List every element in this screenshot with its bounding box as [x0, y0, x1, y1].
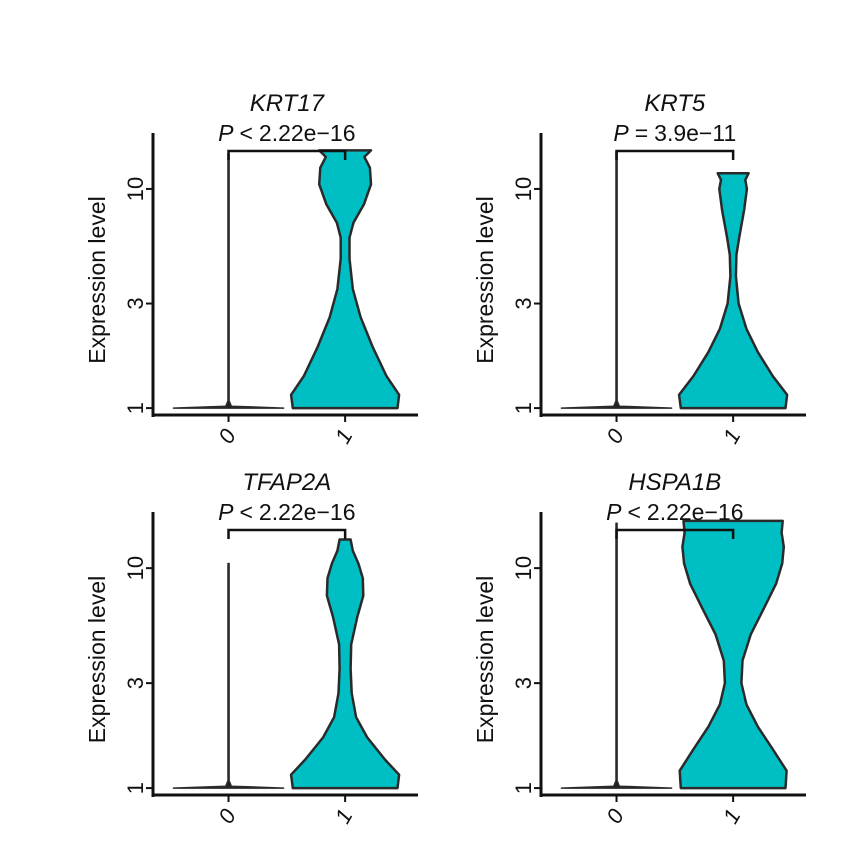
violin-group-1 [678, 519, 788, 790]
violin-group-0 [172, 562, 285, 789]
y-tick-label: 10 [511, 177, 536, 201]
violin-panel-krt5: 1 3 10 Expression level 0 1 P = 3.9e−11 KRT5 [472, 90, 806, 448]
p-value-number: 2.22e−16 [647, 499, 744, 525]
x-tick-label: 1 [718, 425, 746, 448]
y-tick-label: 10 [123, 177, 148, 201]
x-tick-label: 0 [601, 804, 629, 828]
y-tick-label: 1 [511, 782, 536, 794]
gene-title: KRT5 [644, 90, 706, 117]
gene-title: KRT17 [250, 90, 326, 117]
p-value-symbol: P [218, 120, 234, 146]
significance-bracket [615, 528, 735, 539]
p-value-symbol: P [218, 499, 234, 525]
x-tick-label: 1 [330, 805, 358, 828]
p-value-symbol: P [613, 120, 629, 146]
violin-panel-hspa1b: 1 3 10 Expression level 0 1 P <2.22e−16 HSPA1B [472, 469, 806, 828]
gene-title: TFAP2A [242, 469, 331, 496]
y-tick-label: 1 [123, 402, 148, 414]
violin-group-0 [560, 522, 673, 789]
violin-panel-krt17: 1 3 10 Expression level 0 1 P <2.22e−16 KRT17 [84, 90, 418, 448]
p-value-number: 2.22e−16 [259, 120, 356, 146]
y-tick-label: 3 [123, 297, 148, 309]
x-tick-label: 0 [601, 424, 629, 448]
y-tick-label: 3 [511, 297, 536, 309]
p-value-label: P <2.22e−16 [606, 499, 743, 525]
violin-group-0 [172, 152, 285, 409]
significance-bracket [227, 528, 347, 539]
y-axis-label: Expression level [472, 196, 498, 363]
violin-group-1 [677, 171, 789, 410]
p-value-operator: < [239, 120, 252, 146]
p-value-operator: < [239, 499, 252, 525]
violin-group-1 [289, 538, 401, 790]
y-tick-label: 1 [123, 782, 148, 794]
p-value-label: P <2.22e−16 [218, 499, 355, 525]
y-tick-label: 10 [511, 556, 536, 580]
p-value-number: 3.9e−11 [654, 120, 736, 146]
p-value-label: P = 3.9e−11 [613, 120, 736, 146]
violin-panel-tfap2a: 1 3 10 Expression level 0 1 P <2.22e−16 TFAP2A [84, 469, 418, 828]
x-tick-label: 1 [330, 425, 358, 448]
x-tick-label: 0 [213, 804, 241, 828]
significance-bracket [615, 149, 735, 160]
x-tick-label: 0 [213, 424, 241, 448]
p-value-label: P <2.22e−16 [218, 120, 355, 146]
x-tick-label: 1 [718, 805, 746, 828]
y-axis-label: Expression level [84, 576, 110, 743]
gene-title: HSPA1B [628, 469, 721, 496]
y-axis-label: Expression level [84, 196, 110, 363]
y-tick-label: 3 [123, 677, 148, 689]
y-tick-label: 1 [511, 402, 536, 414]
y-axis-label: Expression level [472, 576, 498, 743]
violin-group-0 [560, 150, 673, 409]
p-value-symbol: P [606, 499, 622, 525]
p-value-number: 2.22e−16 [259, 499, 356, 525]
p-value-operator: < [627, 499, 640, 525]
p-value-operator: = [635, 120, 648, 146]
violin-group-1 [289, 149, 401, 410]
significance-bracket [227, 149, 347, 160]
y-tick-label: 3 [511, 677, 536, 689]
y-tick-label: 10 [123, 556, 148, 580]
